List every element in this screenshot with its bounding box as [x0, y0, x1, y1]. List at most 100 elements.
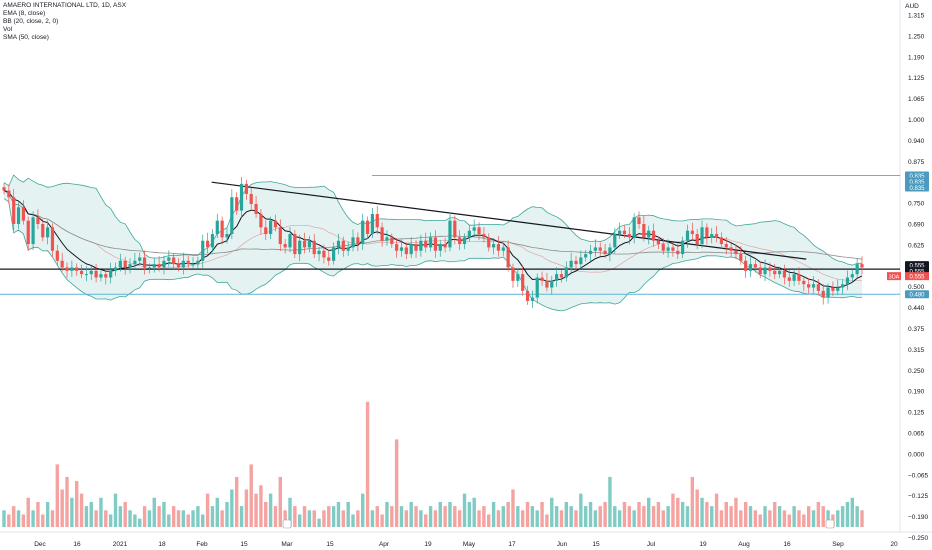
candle-body: [569, 260, 573, 268]
symbol-tag: [887, 272, 901, 281]
candle-body: [2, 187, 6, 191]
y-tick-label: 0.690: [908, 222, 925, 229]
indicator-bb[interactable]: BB (20, close, 2, 0): [3, 18, 59, 25]
volume-bar: [45, 501, 50, 527]
y-tick-label: 0.940: [908, 138, 925, 145]
candle-body: [147, 267, 152, 269]
price-axis-tag: [905, 171, 929, 180]
x-tick-label: 15: [326, 541, 334, 548]
candle-body: [729, 247, 733, 251]
volume-bar: [651, 506, 656, 527]
volume-bar: [777, 506, 782, 527]
currency-label: AUD: [905, 3, 919, 10]
volume-bar: [836, 510, 840, 527]
y-tick-label: 0.250: [908, 368, 925, 375]
y-tick-label: 0.190: [908, 389, 925, 396]
volume-bar: [273, 506, 278, 527]
candle-body: [46, 227, 50, 238]
volume-bar: [860, 510, 864, 527]
candle-body: [220, 220, 224, 238]
x-tick-label: 17: [508, 541, 516, 548]
volume-bar: [642, 506, 646, 527]
volume-bar: [230, 489, 234, 527]
volume-bar: [181, 510, 186, 527]
candle-body: [302, 240, 307, 248]
volume-bar: [302, 506, 307, 527]
volume-bar: [404, 510, 409, 527]
candle-body: [7, 190, 11, 198]
last-price-tag: [905, 272, 929, 281]
candle-body: [99, 274, 103, 278]
candle-body: [773, 270, 777, 275]
price-axis-tag: [905, 177, 929, 186]
volume-bar: [700, 497, 704, 527]
candle-body: [792, 274, 796, 281]
indicator-sma[interactable]: SMA (50, close): [3, 34, 49, 41]
candle-body: [511, 267, 515, 281]
candle-body: [443, 244, 447, 248]
candle-body: [50, 227, 55, 251]
candle-body: [201, 240, 205, 261]
volume-bar: [167, 514, 171, 527]
volume-bar: [215, 497, 219, 527]
volume-bar: [196, 506, 200, 527]
candle-body: [622, 230, 627, 235]
y-tick-label: 0.065: [908, 431, 925, 438]
candle-body: [317, 250, 321, 255]
candle-body: [496, 244, 501, 251]
volume-bar: [375, 506, 379, 527]
volume-bar: [743, 501, 748, 527]
candle-body: [666, 247, 670, 251]
candle-body: [307, 240, 311, 248]
volume-bar: [491, 501, 496, 527]
volume-bar: [50, 510, 55, 527]
candle-body: [273, 220, 278, 228]
volume-bar: [516, 506, 520, 527]
volume-bar: [598, 506, 602, 527]
volume-bar: [734, 497, 738, 527]
x-tick-label: Dec: [34, 541, 46, 548]
volume-bar: [506, 501, 510, 527]
volume-bar: [191, 510, 195, 527]
x-tick-label: May: [463, 541, 476, 548]
candle-body: [671, 247, 675, 251]
candle-body: [196, 260, 200, 265]
volume-bar: [564, 501, 569, 527]
volume-bar: [719, 510, 724, 527]
candle-body: [506, 247, 510, 268]
volume-bar: [428, 506, 433, 527]
candle-body: [361, 220, 365, 245]
volume-bar: [84, 506, 89, 527]
y-tick-label: 1.000: [908, 117, 925, 124]
candle-body: [36, 217, 40, 224]
volume-bar: [225, 501, 229, 527]
volume-bar: [559, 510, 564, 527]
indicator-vol[interactable]: Vol: [3, 26, 13, 33]
indicator-ema[interactable]: EMA (8, close): [3, 10, 46, 17]
candle-body: [433, 237, 438, 251]
volume-bar: [312, 510, 316, 527]
candle-body: [797, 274, 801, 281]
volume-bar: [234, 476, 239, 527]
candle-body: [564, 267, 568, 278]
volume-bar: [520, 510, 525, 527]
volume-bar: [666, 506, 670, 527]
candle-body: [298, 240, 302, 255]
candle-body: [341, 240, 345, 251]
candle-body: [283, 244, 287, 248]
volume-bar: [647, 497, 651, 527]
y-tick-label: 1.315: [908, 13, 925, 20]
candle-body: [632, 217, 636, 238]
candle-body: [588, 250, 593, 255]
volume-bar: [802, 514, 806, 527]
candle-body: [346, 247, 350, 251]
candle-body: [836, 287, 840, 291]
volume-bar: [7, 514, 11, 527]
volume-bar: [671, 493, 675, 527]
candle-body: [235, 197, 239, 211]
chart-legend: AMAERO INTERNATIONAL LTD, 1D, ASX EMA (8…: [3, 2, 126, 42]
volume-bar: [11, 506, 16, 527]
volume-bar: [438, 501, 442, 527]
